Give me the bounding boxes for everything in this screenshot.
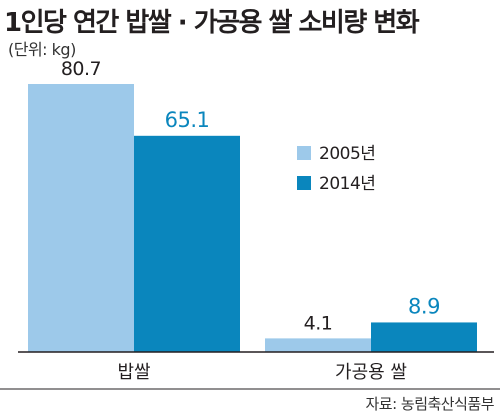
category-label-1: 밥쌀 xyxy=(117,362,150,383)
unit-note: (단위: kg) xyxy=(8,40,76,59)
bars-group xyxy=(28,84,477,352)
legend-swatch-1 xyxy=(297,146,311,160)
bar-1-2 xyxy=(265,338,371,352)
data-label-2-1: 65.1 xyxy=(165,108,210,132)
chart-title: 1인당 연간 밥쌀 · 가공용 쌀 소비량 변화 xyxy=(4,8,420,38)
legend: 2005년 2014년 xyxy=(297,144,376,194)
bar-2-2 xyxy=(371,322,477,352)
legend-swatch-2 xyxy=(297,176,311,190)
data-label-2-2: 8.9 xyxy=(408,294,440,318)
source-note: 자료: 농림축산식품부 xyxy=(365,395,494,413)
data-labels-group: 80.7 65.1 4.1 8.9 xyxy=(61,58,441,334)
data-label-1-1: 80.7 xyxy=(61,58,101,80)
category-label-2: 가공용 쌀 xyxy=(335,362,407,383)
legend-label-2: 2014년 xyxy=(319,174,375,194)
category-labels-group: 밥쌀 가공용 쌀 xyxy=(117,362,407,383)
legend-label-1: 2005년 xyxy=(319,144,375,164)
bar-1-1 xyxy=(28,84,134,352)
data-label-1-2: 4.1 xyxy=(304,312,333,334)
bar-2-1 xyxy=(134,135,240,352)
